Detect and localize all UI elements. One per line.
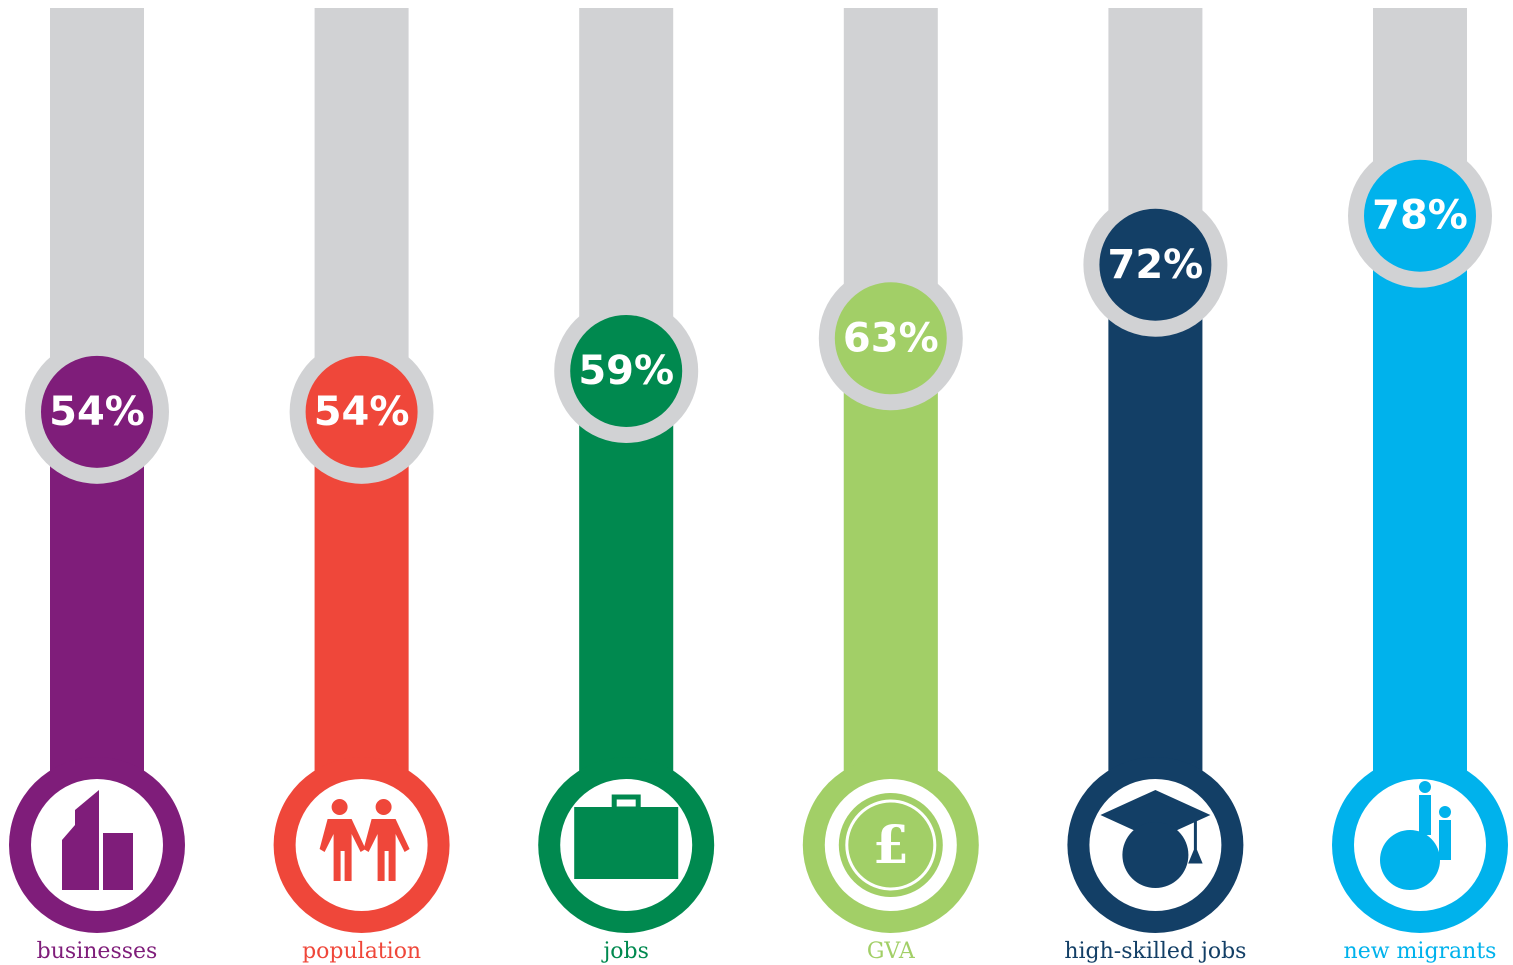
bar (1373, 215, 1467, 846)
category-label: GVA (867, 939, 916, 964)
icon (1439, 820, 1451, 860)
icon (1419, 795, 1431, 835)
icon (838, 793, 943, 897)
value-label: 78% (1372, 193, 1468, 239)
category-label: businesses (37, 939, 158, 964)
column: £63% GVA (802, 8, 979, 964)
icon (1122, 822, 1189, 888)
category-label: population (302, 939, 421, 964)
icon (1188, 820, 1203, 864)
column: 72% high-skilled jobs (1064, 8, 1246, 964)
icon: £ (873, 815, 909, 876)
icon (1380, 830, 1440, 890)
icon (375, 799, 392, 815)
value-label: 63% (843, 315, 939, 361)
value-dot (305, 355, 418, 468)
value-label: 54% (314, 389, 410, 435)
value-label: 72% (1108, 242, 1204, 288)
column: 78% new migrants (1332, 8, 1508, 964)
value-dot (570, 314, 683, 427)
icon (363, 819, 410, 881)
category-label: new migrants (1344, 939, 1497, 964)
icon (1100, 790, 1211, 840)
column: 54% businesses (9, 8, 185, 964)
icon (319, 819, 366, 881)
bar (1108, 264, 1203, 845)
value-label: 54% (49, 389, 145, 435)
icon (331, 799, 348, 815)
value-dot (1364, 159, 1476, 272)
icon (1419, 781, 1431, 793)
icon (845, 799, 937, 891)
column: 59% jobs (538, 8, 715, 964)
category-label: jobs (600, 939, 648, 964)
icon (574, 807, 679, 879)
icon (62, 790, 99, 890)
column: 54% population (273, 8, 450, 964)
value-dot (834, 282, 947, 395)
value-dot (1099, 208, 1212, 321)
icon (1439, 806, 1451, 818)
value-label: 59% (578, 348, 674, 394)
category-label: high-skilled jobs (1064, 939, 1246, 964)
icon (103, 833, 133, 890)
value-dot (41, 355, 153, 468)
